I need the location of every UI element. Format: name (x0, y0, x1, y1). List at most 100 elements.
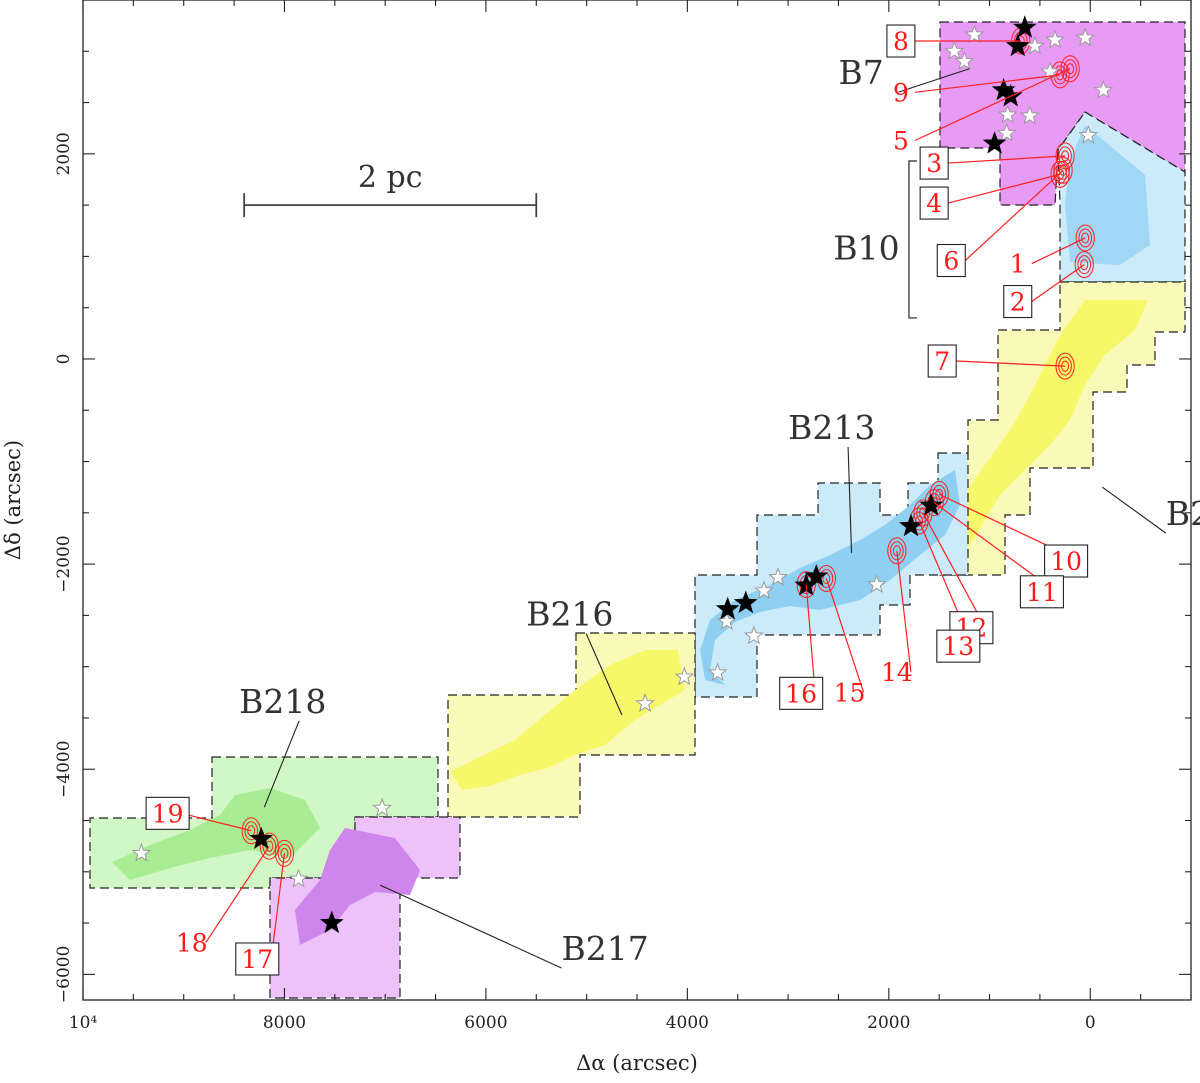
cloud-label: B218 (239, 682, 326, 721)
core-pointer (947, 173, 1061, 204)
core-label: 2 (1010, 288, 1026, 317)
core-contour (244, 821, 259, 841)
b10-bracket (908, 160, 917, 319)
yso-open-star (372, 797, 393, 817)
x-axis-title: Δα (arcsec) (576, 1051, 698, 1075)
core-contour (796, 571, 816, 599)
core-pointer (1031, 264, 1085, 303)
core-pointer (1031, 237, 1086, 265)
cloud-pointer (263, 720, 300, 808)
core-label-box (1044, 544, 1089, 578)
core-contour (1059, 164, 1068, 176)
yso-open-star (754, 580, 774, 600)
yso-filled-star (804, 563, 829, 587)
core-pointer (914, 68, 1071, 142)
yso-markers (131, 15, 1114, 934)
core-contour (280, 847, 289, 859)
core-contour (890, 541, 904, 561)
core-contour (887, 537, 907, 565)
yso-open-star (131, 842, 152, 862)
core-contour (1063, 59, 1077, 79)
core-label: 17 (241, 945, 273, 974)
core-pointer (948, 155, 1066, 164)
core-label-box (886, 24, 916, 58)
yso-filled-star (919, 493, 943, 516)
region-b211 (945, 300, 1148, 560)
core-contour (1056, 160, 1070, 180)
core-pointer (922, 512, 986, 628)
yso-open-star (1024, 35, 1045, 55)
yso-open-star (674, 666, 695, 686)
core-label-box (936, 243, 966, 278)
yso-open-star (954, 51, 975, 70)
core-label-box (936, 629, 981, 663)
core-contour (915, 515, 924, 527)
core-contour (1078, 228, 1093, 248)
yso-open-star (866, 574, 887, 594)
y-tick-label: 0 (54, 354, 74, 365)
yso-filled-star (249, 826, 274, 850)
yso-open-star (716, 611, 737, 630)
yso-open-star (288, 868, 309, 888)
region-b218 (112, 788, 320, 880)
yso-open-star (707, 662, 728, 682)
core-label-box (919, 186, 949, 220)
core-pointer (805, 584, 816, 694)
core-contour (1075, 224, 1095, 252)
x-tick-label: 10⁴ (69, 1013, 98, 1033)
core-label: 18 (176, 929, 208, 958)
core-contour (935, 488, 944, 500)
yso-open-star (964, 24, 985, 44)
y-tick-label: −2000 (54, 535, 74, 593)
core-label: 7 (934, 347, 950, 376)
yso-filled-star (715, 596, 740, 620)
yso-open-star (997, 104, 1018, 124)
yso-open-star (996, 122, 1017, 142)
yso-open-star (743, 625, 764, 645)
label-pointers (181, 40, 1167, 969)
yso-open-star (1019, 105, 1040, 125)
yso-open-star (1093, 79, 1114, 99)
core-label: 16 (785, 679, 817, 708)
yso-open-star (1075, 27, 1096, 47)
yso-open-star (1078, 124, 1099, 144)
cloud-label: B216 (526, 595, 613, 634)
cloud-label: B211 (1166, 494, 1200, 533)
x-tick-label: 4000 (666, 1013, 709, 1033)
scale-bar: 2 pc (243, 160, 538, 218)
x-tick-label: 6000 (464, 1013, 507, 1033)
core-label: 19 (152, 799, 184, 828)
cloud-label: B213 (788, 408, 875, 447)
core-contour (1053, 164, 1067, 184)
cloud-pointer (847, 446, 853, 553)
core-pointer (181, 812, 252, 832)
survey-regions (89, 21, 1186, 999)
yso-filled-star (982, 131, 1007, 154)
core-label: 13 (942, 632, 974, 661)
yso-filled-star (1005, 33, 1030, 57)
yso-filled-star (319, 910, 344, 934)
core-contour (277, 843, 292, 863)
cloud-label: B10 (833, 228, 899, 267)
core-label-box (919, 146, 949, 180)
core-label: 8 (893, 27, 909, 56)
core-label: 11 (1026, 578, 1058, 607)
region-b10 (1065, 125, 1150, 265)
yso-open-star (768, 566, 788, 586)
x-tick-label: 2000 (867, 1013, 910, 1033)
cloud-pointer (379, 884, 562, 969)
core-pointer (270, 853, 286, 960)
cloud-label: B7 (838, 53, 883, 92)
core-label: 4 (926, 189, 942, 218)
core-pointer (964, 169, 1064, 261)
core-pointer (205, 845, 270, 943)
core-contour (1074, 251, 1094, 279)
core-contour (1081, 232, 1090, 244)
y-tick-label: 2000 (54, 132, 74, 175)
cloud-pointer (585, 633, 623, 716)
core-pointer (896, 550, 912, 672)
core-pointer (956, 360, 1066, 367)
core-label-box (927, 344, 957, 378)
region-b216 (450, 650, 685, 790)
